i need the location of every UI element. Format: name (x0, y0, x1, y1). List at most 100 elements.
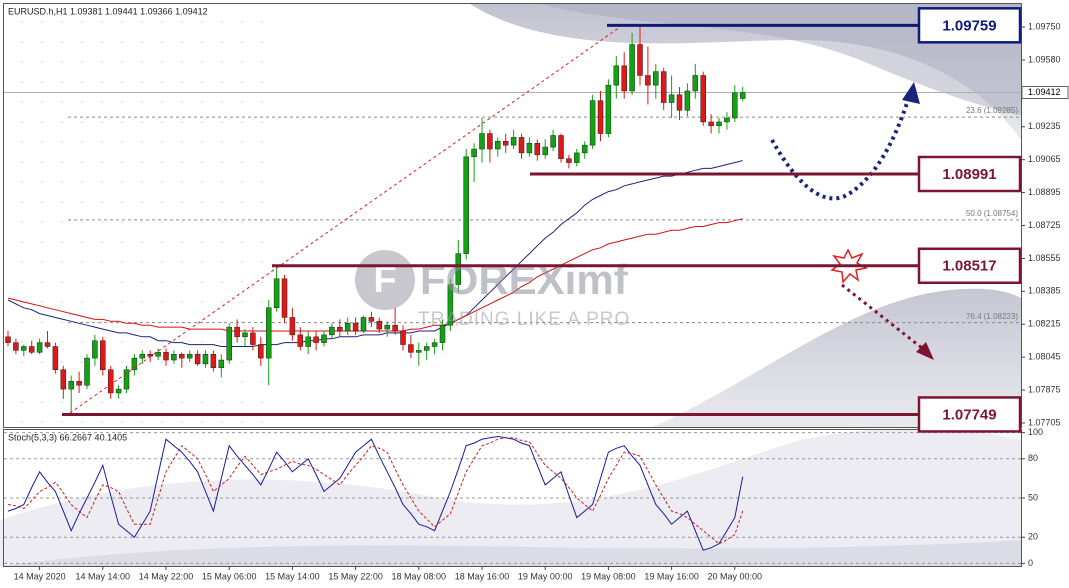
decor-wave (0, 428, 1021, 566)
x-tick-label: 14 May 14:00 (76, 571, 131, 581)
candle-body (250, 332, 256, 345)
forecast-up-arrow (770, 99, 910, 201)
candle-body (368, 317, 375, 322)
decor-wave (650, 288, 1021, 428)
x-tick-label: 19 May 16:00 (644, 571, 699, 581)
candle-body (653, 71, 659, 86)
last-price-box (1021, 86, 1069, 100)
y-tick-label: 50 (1028, 492, 1038, 502)
candle-body (637, 44, 643, 76)
candle-body (92, 340, 98, 359)
y-tick-label: 1.08385 (1028, 286, 1061, 296)
candle-body (376, 321, 383, 330)
moving-average (7, 218, 743, 332)
candle-body (439, 324, 446, 343)
candle-body (431, 342, 438, 347)
candle-body (155, 352, 161, 357)
candle-body (384, 324, 390, 330)
candle-body (724, 117, 730, 123)
level-label: 1.09759 (942, 17, 996, 34)
dot-grid (4, 4, 274, 424)
level-box (917, 247, 1022, 285)
candle-body (52, 346, 59, 370)
candle-body (716, 121, 722, 127)
y-tick-label: 1.08045 (1028, 352, 1061, 362)
watermark-brand: FOREXimf (420, 256, 629, 303)
candle-body (360, 317, 367, 332)
candle-body (36, 342, 43, 353)
candle-body (550, 135, 556, 148)
candle-body (305, 336, 311, 347)
level-box (917, 7, 1022, 44)
candle-body (100, 340, 106, 370)
candle-body (258, 344, 264, 359)
stoch-line (7, 435, 744, 551)
candle-body (676, 94, 683, 111)
x-tick-label: 19 May 00:00 (518, 571, 573, 581)
candle-body (281, 278, 288, 318)
candle-body (179, 353, 185, 359)
candle-body (487, 133, 493, 150)
candle-body (234, 326, 240, 338)
y-tick-label: 100 (1028, 427, 1043, 437)
candle-body (629, 44, 635, 92)
candle-body (344, 323, 351, 332)
candle-body (645, 75, 651, 86)
candle-body (455, 253, 462, 285)
level-label: 1.07749 (942, 406, 996, 423)
candle-body (526, 142, 533, 154)
candle-body (423, 346, 430, 351)
candle-body (534, 142, 541, 156)
candle-body (700, 75, 706, 123)
candle-body (558, 135, 564, 159)
watermark-logo-glyph: F (373, 259, 396, 301)
candle-body (226, 326, 232, 361)
x-tick-label: 15 May 22:00 (328, 571, 383, 581)
candle-body (542, 146, 548, 156)
candle-body (107, 369, 114, 394)
candle-body (68, 381, 74, 390)
y-tick-label: 80 (1028, 453, 1038, 463)
arrowhead (902, 82, 920, 104)
candle-body (518, 137, 525, 154)
x-tick-label: 18 May 08:00 (392, 571, 447, 581)
candle-body (471, 148, 477, 158)
candle-body (739, 92, 746, 99)
y-tick-label: 1.08215 (1028, 319, 1061, 329)
level-box (917, 155, 1022, 193)
fibo-trendline (69, 26, 621, 414)
candle-body (76, 381, 82, 386)
candle-body (352, 323, 359, 332)
candle-body (242, 332, 248, 338)
candle-body (131, 357, 138, 370)
candle-body (28, 346, 35, 353)
candle-body (60, 369, 67, 390)
candle-body (273, 278, 280, 309)
candle-body (265, 307, 272, 359)
y-tick-label: 1.09580 (1028, 54, 1061, 64)
candle-body (313, 336, 319, 343)
x-tick-label: 19 May 08:00 (581, 571, 636, 581)
candle-body (289, 317, 296, 336)
y-tick-label: 1.09235 (1028, 121, 1061, 131)
x-tick-label: 15 May 06:00 (202, 571, 257, 581)
candle-body (566, 158, 572, 163)
main-frame (3, 3, 1022, 428)
candle-body (329, 326, 335, 336)
arrowhead (916, 342, 934, 360)
candle-body (495, 141, 501, 150)
moving-average (7, 160, 743, 347)
last-price-label: 1.09412 (1028, 87, 1061, 97)
y-tick-label: 1.09065 (1028, 154, 1061, 164)
candle-body (613, 65, 620, 86)
candle-body (447, 284, 454, 326)
candle-body (171, 353, 177, 361)
y-tick-label: 1.09750 (1028, 21, 1061, 31)
decor-wave (0, 540, 1021, 566)
x-tick-label: 14 May 22:00 (139, 571, 194, 581)
candle-body (21, 346, 27, 351)
y-tick-label: 1.08895 (1028, 187, 1061, 197)
candle-body (668, 94, 675, 103)
candle-body (605, 84, 612, 134)
fib-label: 76.4 (1.08223) (966, 312, 1018, 321)
